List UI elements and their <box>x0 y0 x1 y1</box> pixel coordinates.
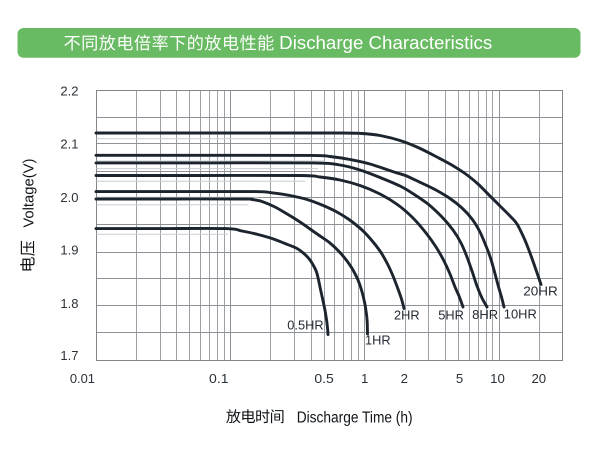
svg-text:Discharge Time (h): Discharge Time (h) <box>297 410 413 427</box>
svg-text:2: 2 <box>401 371 408 386</box>
svg-text:1: 1 <box>361 371 368 386</box>
svg-text:10HR: 10HR <box>504 307 537 322</box>
svg-text:0.5HR: 0.5HR <box>287 318 323 333</box>
svg-text:0.5: 0.5 <box>314 371 334 386</box>
svg-text:20HR: 20HR <box>523 284 558 299</box>
svg-text:2HR: 2HR <box>394 308 420 323</box>
svg-text:Voltage(V): Voltage(V) <box>21 159 38 228</box>
svg-text:1.7: 1.7 <box>60 348 78 363</box>
svg-text:5HR: 5HR <box>438 307 464 322</box>
svg-text:1.8: 1.8 <box>60 296 78 311</box>
svg-text:8HR: 8HR <box>472 307 498 322</box>
svg-text:2.1: 2.1 <box>60 137 78 152</box>
svg-text:2.2: 2.2 <box>60 84 78 99</box>
svg-text:20: 20 <box>531 371 546 386</box>
svg-text:2.0: 2.0 <box>60 190 78 205</box>
svg-text:1.9: 1.9 <box>60 243 78 258</box>
svg-text:5: 5 <box>456 371 463 386</box>
svg-text:0.01: 0.01 <box>70 371 95 386</box>
svg-text:0.1: 0.1 <box>209 371 229 386</box>
svg-text:Discharge Characteristics: Discharge Characteristics <box>279 33 492 53</box>
svg-text:10: 10 <box>490 371 505 386</box>
svg-text:1HR: 1HR <box>365 333 391 348</box>
